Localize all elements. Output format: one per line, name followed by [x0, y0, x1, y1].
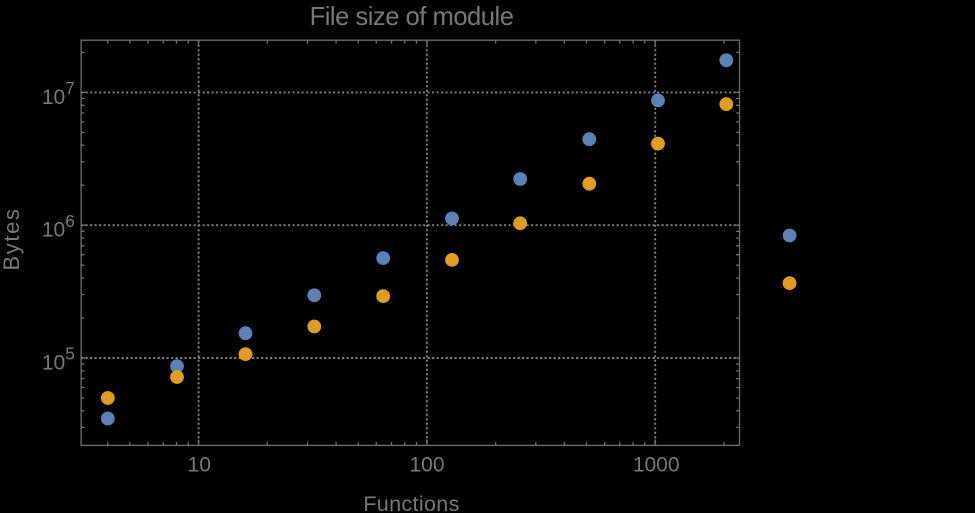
svg-text:Functions: Functions — [363, 492, 459, 513]
svg-text:File size of module: File size of module — [310, 3, 514, 31]
svg-text:100: 100 — [409, 453, 444, 476]
svg-text:Bytes: Bytes — [0, 207, 24, 270]
svg-text:1000: 1000 — [633, 453, 680, 476]
svg-text:10: 10 — [188, 453, 211, 476]
